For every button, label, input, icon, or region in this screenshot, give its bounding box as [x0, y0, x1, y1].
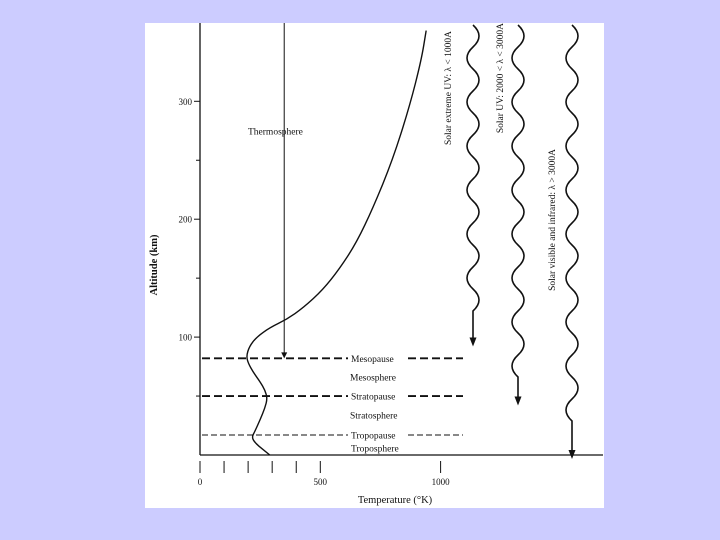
stratopause-label: Stratopause	[351, 393, 395, 403]
thermosphere-label: Thermosphere	[248, 127, 303, 137]
mesopause-label: Mesopause	[351, 355, 394, 365]
solar-visible-infrared-wave	[565, 24, 579, 453]
solar-uv-wave	[511, 24, 525, 400]
thermosphere-arrowhead	[281, 352, 288, 359]
y-tick-label: 300	[179, 97, 193, 107]
x-axis-label: Temperature (°K)	[358, 495, 433, 506]
temperature-profile-curve	[246, 30, 427, 456]
atmosphere-temperature-profile-chart: 100 200 300 0 500 1000 Temperature (°K) Altit…	[149, 23, 603, 506]
x-tick-label: 500	[314, 477, 328, 487]
stratosphere-label: Stratosphere	[350, 411, 398, 421]
solar-uv-label: Solar UV: 2000 < λ < 3000A	[496, 23, 506, 133]
troposphere-label: Troposphere	[351, 444, 399, 454]
solar-extreme-uv-label: Solar extreme UV: λ < 1000A	[444, 31, 454, 145]
solar-uv-arrowhead	[514, 396, 522, 406]
axes: 100 200 300 0 500 1000	[179, 23, 603, 487]
solar-visible-infrared-arrowhead	[568, 450, 576, 459]
tropopause-label: Tropopause	[351, 431, 396, 441]
chart-marks	[202, 23, 579, 459]
mesosphere-label: Mesosphere	[350, 374, 396, 384]
y-tick-label: 200	[179, 215, 193, 225]
solar-extreme-uv-wave	[466, 24, 480, 341]
y-axis-label: Altitude (km)	[149, 234, 160, 295]
chart-labels: Temperature (°K) Altitude (km) Mesopause…	[149, 23, 558, 506]
x-tick-label: 0	[198, 477, 203, 487]
figure-panel: 100 200 300 0 500 1000 Temperature (°K) Altit…	[145, 23, 604, 508]
y-tick-label: 100	[179, 333, 193, 343]
x-tick-label: 1000	[432, 477, 451, 487]
solar-extreme-uv-arrowhead	[469, 337, 477, 347]
solar-visible-infrared-label: Solar visible and infrared: λ > 3000A	[547, 149, 558, 291]
